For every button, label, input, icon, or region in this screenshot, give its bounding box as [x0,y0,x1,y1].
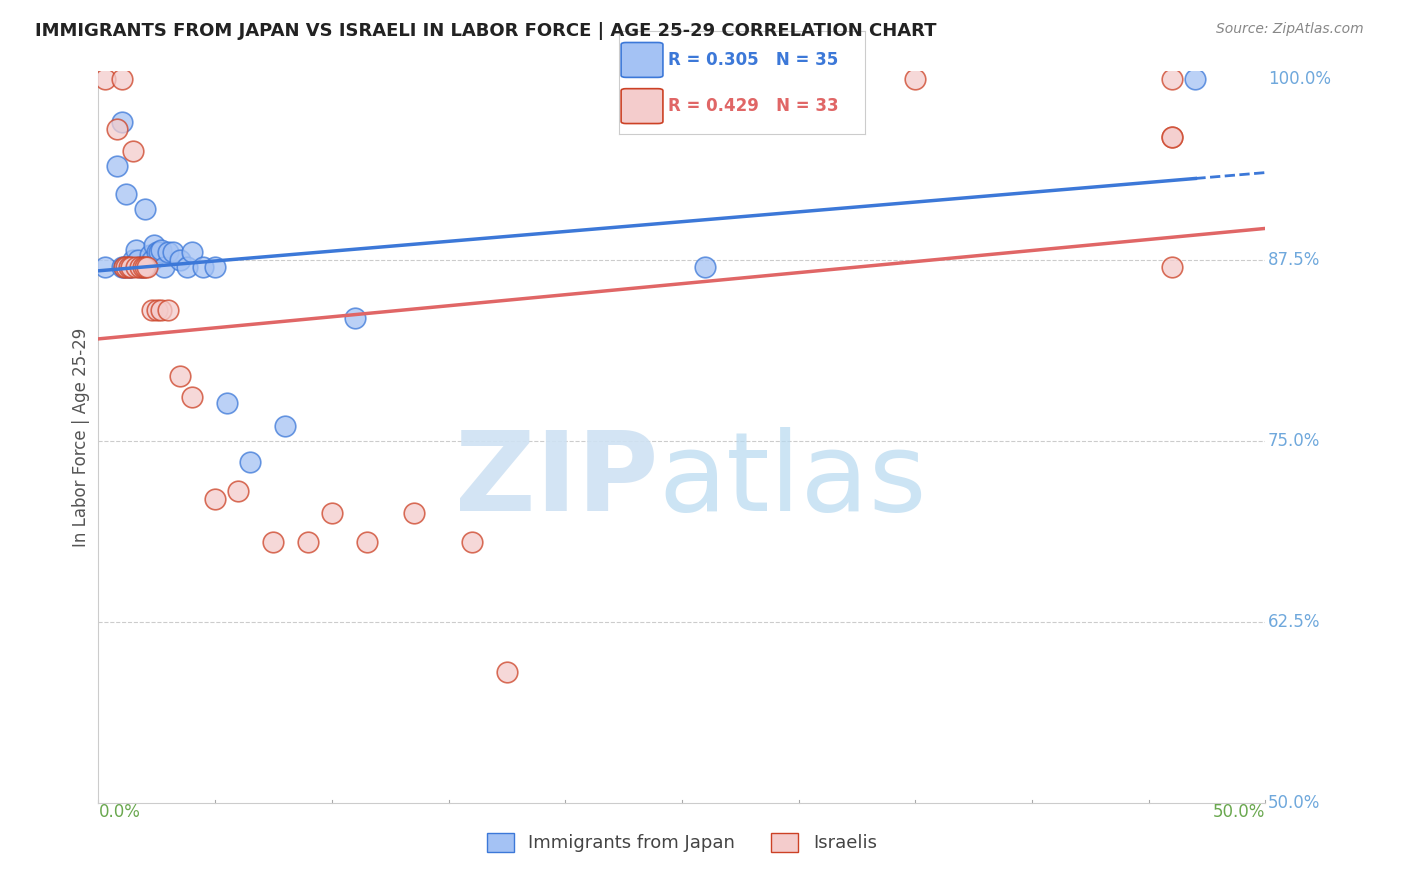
Point [136,260,159,274]
Point [112,260,135,274]
Point [274,419,297,434]
Point [321,506,343,520]
Point [111,115,134,129]
Point [1161,260,1184,274]
Text: atlas: atlas [658,427,927,534]
Text: 75.0%: 75.0% [1268,432,1320,450]
Text: IMMIGRANTS FROM JAPAN VS ISRAELI IN LABOR FORCE | AGE 25-29 CORRELATION CHART: IMMIGRANTS FROM JAPAN VS ISRAELI IN LABO… [35,22,936,40]
Y-axis label: In Labor Force | Age 25-29: In Labor Force | Age 25-29 [72,327,90,547]
Point [94,260,117,274]
Point [695,260,717,274]
Point [344,310,367,325]
Point [204,260,226,274]
Point [193,260,215,274]
FancyBboxPatch shape [621,43,664,78]
Text: 0.0%: 0.0% [98,803,141,821]
FancyBboxPatch shape [621,88,664,124]
Point [127,252,149,267]
Point [141,252,163,267]
Text: 100.0%: 100.0% [1268,70,1330,87]
Point [120,260,142,274]
Text: Source: ZipAtlas.com: Source: ZipAtlas.com [1216,22,1364,37]
Point [461,535,484,549]
Point [904,71,927,86]
Text: 50.0%: 50.0% [1268,794,1320,812]
Text: 87.5%: 87.5% [1268,251,1320,268]
Point [118,260,141,274]
Point [1161,129,1184,144]
Point [297,535,319,549]
Point [150,303,173,318]
Point [115,187,138,202]
Point [129,260,152,274]
Point [125,243,148,257]
Point [1161,71,1184,86]
Point [122,252,145,267]
Point [122,144,145,158]
Point [169,252,191,267]
Point [115,260,138,274]
Text: 50.0%: 50.0% [1213,803,1265,821]
Point [169,368,191,383]
Point [129,260,152,274]
Point [402,506,425,520]
Point [111,71,134,86]
Point [146,303,169,318]
Point [120,260,142,274]
Point [94,71,117,86]
Point [105,159,128,173]
Point [1161,129,1184,144]
Point [141,303,163,318]
Point [111,260,134,274]
Point [112,260,135,274]
Point [132,260,155,274]
Point [356,535,378,549]
Point [215,396,238,410]
Text: R = 0.429   N = 33: R = 0.429 N = 33 [668,97,838,115]
Point [143,238,166,252]
Point [180,390,202,404]
Point [136,257,159,271]
Point [150,243,173,257]
Point [118,260,141,274]
Text: 62.5%: 62.5% [1268,613,1320,631]
Point [157,303,180,318]
Point [162,245,184,260]
Point [228,484,250,499]
Point [152,260,174,274]
Point [262,535,284,549]
Point [157,245,180,260]
Point [1184,71,1206,86]
Text: R = 0.305   N = 35: R = 0.305 N = 35 [668,51,838,69]
Text: ZIP: ZIP [456,427,658,534]
Legend: Immigrants from Japan, Israelis: Immigrants from Japan, Israelis [479,826,884,860]
Point [176,260,198,274]
Point [105,122,128,136]
Point [148,245,170,260]
Point [125,260,148,274]
Point [180,245,202,260]
Point [134,260,156,274]
Point [132,260,155,274]
Point [204,491,226,506]
Point [134,202,156,216]
Point [146,245,169,260]
Point [139,248,162,262]
Point [496,665,519,680]
Point [239,455,262,469]
